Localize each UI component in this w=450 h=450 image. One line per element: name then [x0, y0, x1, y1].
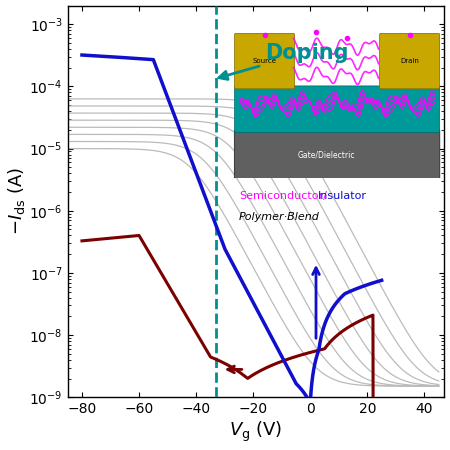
Text: Doping: Doping	[219, 43, 348, 80]
Text: Semiconductor/: Semiconductor/	[239, 190, 327, 201]
X-axis label: $V_\mathrm{g}$ (V): $V_\mathrm{g}$ (V)	[230, 420, 283, 445]
Y-axis label: $-I_\mathrm{ds}$ (A): $-I_\mathrm{ds}$ (A)	[5, 167, 27, 235]
Text: Polymer·Blend: Polymer·Blend	[239, 212, 320, 222]
Text: Insulator: Insulator	[318, 190, 367, 201]
